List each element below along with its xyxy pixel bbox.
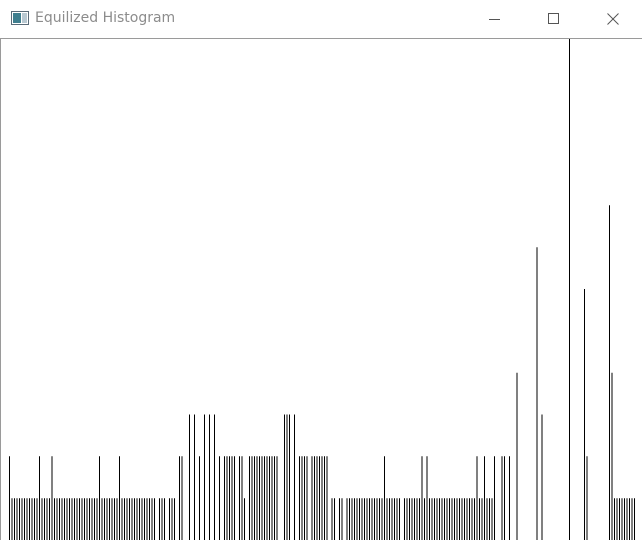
maximize-button[interactable] (525, 0, 583, 38)
histogram-canvas (0, 38, 642, 540)
minimize-icon (489, 19, 500, 20)
title-bar[interactable]: Equilized Histogram (0, 0, 642, 38)
close-icon (607, 13, 619, 25)
close-button[interactable] (584, 0, 642, 38)
histogram-chart (9, 38, 635, 540)
app-icon (11, 11, 29, 25)
client-left-border (0, 38, 1, 540)
client-top-border (0, 38, 642, 39)
maximize-icon (548, 13, 559, 24)
window-title: Equilized Histogram (35, 10, 176, 26)
minimize-button[interactable] (466, 0, 524, 38)
